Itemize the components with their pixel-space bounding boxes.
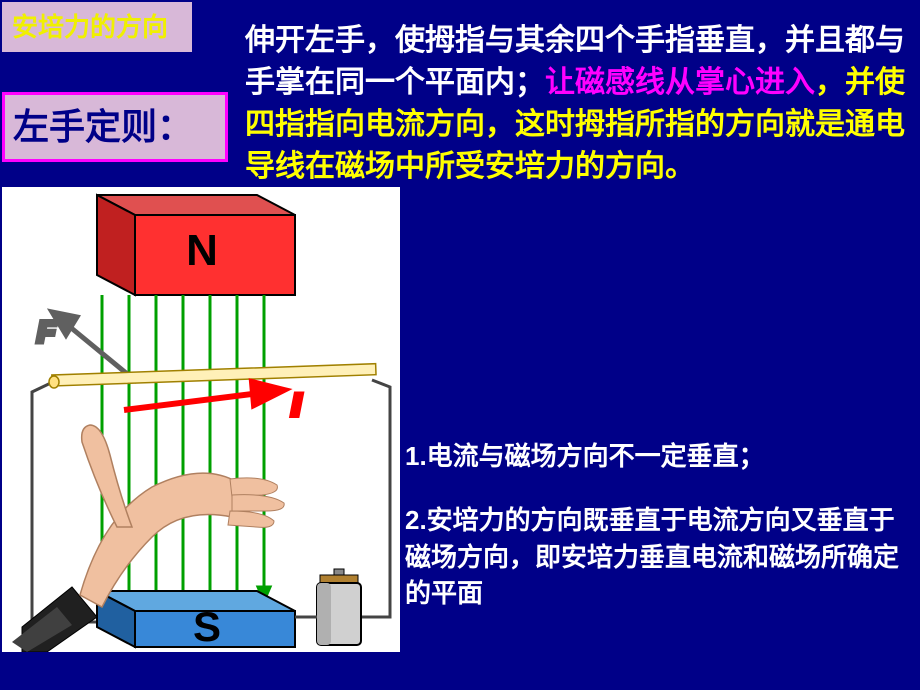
magnet-n-icon: N [97, 195, 295, 295]
force-label: F [37, 316, 56, 349]
main-part2: 让磁感线从掌心进入 [545, 66, 815, 99]
battery-icon [295, 569, 361, 645]
force-arrow-icon: F [37, 312, 137, 382]
conducting-rod-icon [49, 364, 376, 388]
magnet-n-label: N [186, 226, 218, 275]
notes-block: 1.电流与磁场方向不一定垂直； 2.安培力的方向既垂直于电流方向又垂直于磁场方向… [405, 438, 915, 612]
rule-title: 左手定则： [2, 92, 228, 162]
main-paragraph: 伸开左手，使拇指与其余四个手指垂直，并且都与手掌在同一个平面内；让磁感线从掌心进… [245, 20, 910, 188]
header-badge: 安培力的方向 [2, 2, 192, 52]
note-1: 1.电流与磁场方向不一定垂直； [405, 438, 915, 474]
physics-diagram: N S [2, 187, 400, 652]
current-label: I [292, 389, 301, 422]
current-arrow-icon: I [124, 382, 301, 422]
note-2: 2.安培力的方向既垂直于电流方向又垂直于磁场方向，即安培力垂直电流和磁场所确定的… [405, 502, 915, 611]
magnet-s-label: S [193, 603, 221, 650]
magnet-s-icon: S [97, 591, 295, 650]
